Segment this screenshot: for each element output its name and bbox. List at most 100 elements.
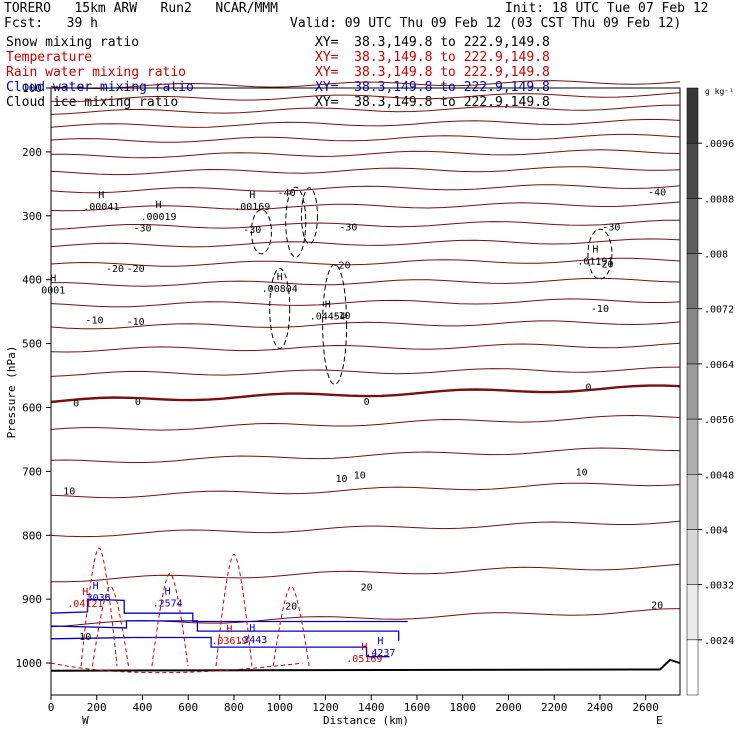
colorbar-tick-label: .0048 bbox=[704, 470, 734, 481]
max-marker: H bbox=[165, 586, 171, 597]
isotherm-line bbox=[50, 201, 681, 212]
isotherm-label: -10 bbox=[127, 317, 145, 328]
rain-water-contour bbox=[215, 553, 253, 667]
isotherm-label: -20 bbox=[595, 260, 613, 271]
isotherm-label: 20 bbox=[361, 582, 373, 593]
isotherm-line bbox=[50, 166, 681, 176]
east-end-label: E bbox=[656, 714, 663, 727]
isotherm-label: 10 bbox=[576, 467, 588, 478]
field-name-cloud-ice: Cloud ice mixing ratio bbox=[6, 95, 179, 110]
x-tick-label: 2400 bbox=[587, 701, 614, 714]
forecast-hour: Fcst: 39 h bbox=[4, 16, 98, 31]
max-marker: H bbox=[155, 200, 161, 211]
rain-water-contour bbox=[80, 547, 118, 667]
max-value-label: .00041 bbox=[83, 202, 119, 213]
terrain-line bbox=[50, 658, 681, 672]
isotherm-label: -10 bbox=[85, 315, 103, 326]
isotherm-label: 10 bbox=[79, 632, 91, 643]
isotherm-line bbox=[50, 320, 681, 330]
isotherm-line bbox=[50, 184, 681, 194]
isotherm-label: -30 bbox=[133, 223, 151, 234]
max-value-label: .2574 bbox=[153, 598, 183, 609]
cloud-ice-contour bbox=[587, 228, 613, 280]
x-tick-label: 2200 bbox=[541, 701, 568, 714]
x-tick-label: 2600 bbox=[632, 701, 659, 714]
max-marker: H bbox=[98, 190, 104, 201]
y-tick-label: 500 bbox=[22, 338, 42, 351]
max-value-label: .04121 bbox=[67, 599, 103, 610]
isotherm-label: 0 bbox=[135, 397, 141, 408]
valid-time: Valid: 09 UTC Thu 09 Feb 12 (03 CST Thu … bbox=[290, 16, 682, 31]
isotherm-label: 0 bbox=[585, 382, 591, 393]
isotherm-line bbox=[50, 384, 681, 404]
colorbar-tick-label: .0056 bbox=[704, 415, 734, 426]
colorbar-segment bbox=[686, 198, 699, 254]
cloud-ice-contour bbox=[269, 267, 291, 349]
isotherm-label: 10 bbox=[63, 487, 75, 498]
x-tick-label: 600 bbox=[178, 701, 198, 714]
isotherm-line bbox=[50, 118, 681, 128]
field-xy-temperature: XY= 38.3,149.8 to 222.9,149.8 bbox=[315, 50, 550, 65]
isotherm-line bbox=[51, 149, 681, 159]
field-name-rain: Rain water mixing ratio bbox=[6, 65, 187, 80]
y-tick-label: 700 bbox=[22, 465, 42, 478]
isotherm-line bbox=[50, 447, 681, 463]
colorbar-segment bbox=[686, 363, 699, 420]
isotherm-label: -20 bbox=[127, 264, 145, 275]
y-tick-label: 600 bbox=[22, 401, 42, 414]
x-tick-label: 1600 bbox=[404, 701, 431, 714]
isotherm-line bbox=[50, 366, 681, 377]
rain-water-contour bbox=[151, 573, 189, 667]
max-value-label: .00019 bbox=[140, 212, 176, 223]
init-time: Init: 18 UTC Tue 07 Feb 12 bbox=[505, 1, 709, 16]
x-axis-label: Distance (km) bbox=[323, 714, 409, 727]
isotherm-label: 10 bbox=[354, 471, 366, 482]
cloud-ice-contour bbox=[285, 186, 307, 258]
isotherm-label: -30 bbox=[339, 223, 357, 234]
y-tick-label: 800 bbox=[22, 529, 42, 542]
colorbar-tick-label: .0024 bbox=[704, 636, 734, 647]
isotherm-label: 10 bbox=[335, 474, 347, 485]
isotherm-label: -30 bbox=[602, 223, 620, 234]
max-marker: H bbox=[249, 623, 255, 634]
y-tick-label: 100 bbox=[22, 82, 42, 95]
model-title: TORERO 15km ARW Run2 NCAR/MMM bbox=[4, 1, 278, 16]
max-marker: H bbox=[361, 642, 367, 653]
field-xy-snow: XY= 38.3,149.8 to 222.9,149.8 bbox=[315, 35, 550, 50]
isotherm-label: 0 bbox=[364, 397, 370, 408]
x-tick-label: 1800 bbox=[449, 701, 476, 714]
colorbar-segment bbox=[686, 308, 699, 365]
max-value-label: .4237 bbox=[365, 648, 395, 659]
isotherm-line bbox=[50, 219, 681, 230]
cloud-ice-contour bbox=[250, 209, 272, 255]
max-value-label: .05169 bbox=[346, 654, 382, 665]
colorbar-segment bbox=[686, 639, 699, 696]
isotherm-label: -10 bbox=[591, 304, 609, 315]
max-marker: H bbox=[592, 245, 598, 256]
x-tick-label: 200 bbox=[87, 701, 107, 714]
y-tick-label: 300 bbox=[22, 210, 42, 223]
cloud-water-contour bbox=[50, 620, 400, 641]
max-marker: H bbox=[325, 299, 331, 310]
isotherm-label: -20 bbox=[106, 264, 124, 275]
max-marker: H bbox=[93, 581, 99, 592]
isotherm-label: -10 bbox=[332, 311, 350, 322]
y-tick-label: 1000 bbox=[16, 657, 43, 670]
cloud-ice-contour bbox=[322, 263, 348, 385]
y-axis-label: Pressure (hPa) bbox=[5, 346, 18, 439]
rain-water-contour bbox=[272, 585, 310, 667]
isotherm-line bbox=[50, 238, 681, 248]
y-tick-label: 400 bbox=[22, 274, 42, 287]
isotherm-line bbox=[50, 482, 681, 499]
isotherm-line bbox=[50, 133, 681, 143]
colorbar-tick-label: .0032 bbox=[704, 581, 734, 592]
colorbar-segment bbox=[686, 529, 699, 585]
y-tick-label: 200 bbox=[22, 146, 42, 159]
max-value-label: .03619 bbox=[211, 636, 247, 647]
max-marker: H bbox=[82, 587, 88, 598]
colorbar-segment bbox=[686, 87, 699, 144]
isotherm-line bbox=[50, 520, 681, 538]
colorbar-segment bbox=[686, 418, 699, 475]
max-marker: H bbox=[50, 273, 56, 284]
